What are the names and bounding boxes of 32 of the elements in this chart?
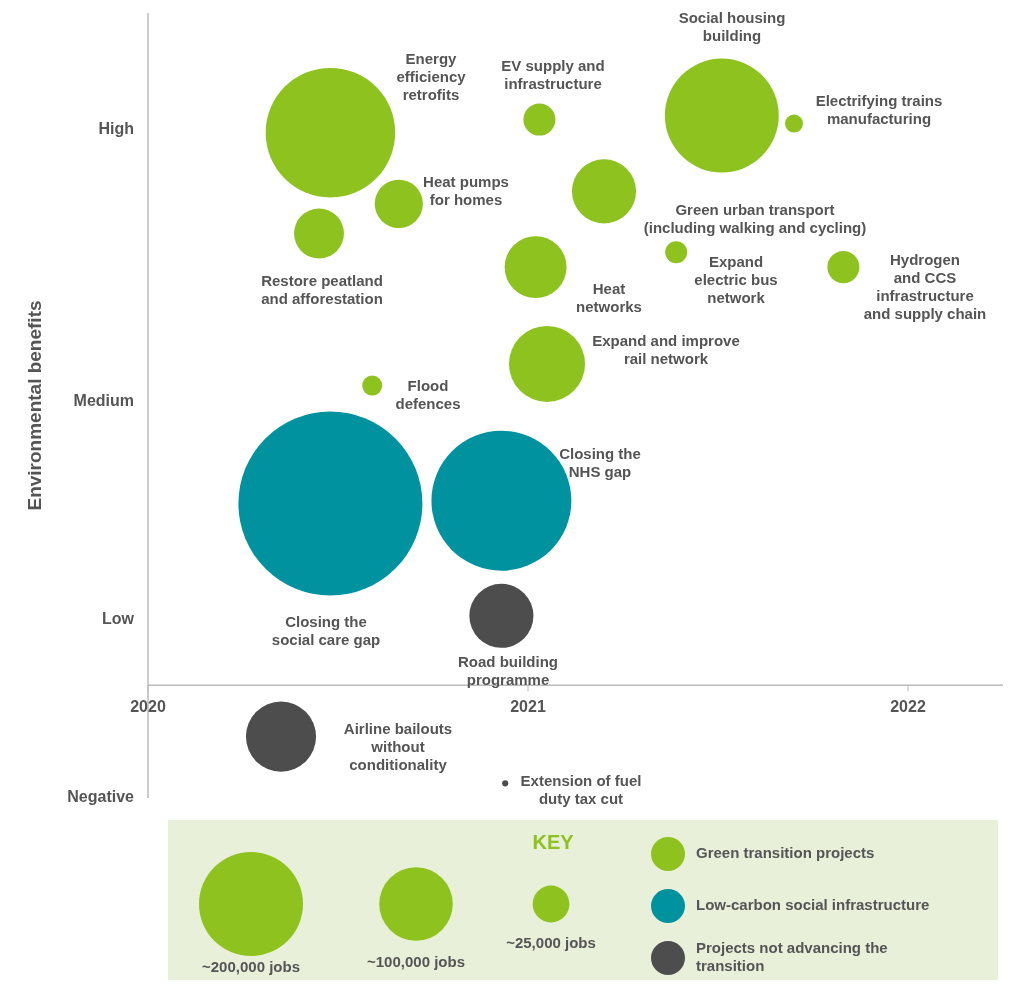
- annotation: Restore peatland and afforestation: [261, 271, 383, 307]
- legend-label: ~100,000 jobs: [367, 952, 465, 970]
- x-tick-label: 2021: [510, 697, 546, 715]
- annotation: Extension of fuel duty tax cut: [520, 771, 642, 807]
- text: Energy efficiency retrofits: [396, 49, 467, 103]
- text: Social housing building: [678, 8, 786, 44]
- legend-label: Projects not advancing the transition: [696, 938, 888, 974]
- text: Negative: [67, 788, 135, 806]
- y-axis-title: Environmental benefits: [24, 300, 46, 511]
- text: High: [98, 120, 134, 138]
- annotation: Flood defences: [395, 376, 461, 412]
- annotation: Closing the social care gap: [271, 612, 381, 648]
- annotation: Expand electric bus network: [694, 252, 778, 306]
- annotation: Heat networks: [576, 279, 642, 315]
- annotation: Green urban transport (including walking and cycling): [643, 200, 867, 236]
- x-tick-label: 2022: [890, 697, 926, 715]
- legend-title: KEY: [532, 831, 575, 854]
- annotation: Closing the NHS gap: [559, 444, 641, 480]
- text: EV supply and infrastructure: [501, 56, 605, 92]
- annotation: Hydrogen and CCS infrastructure and supply chain: [863, 250, 987, 322]
- annotation: Electrifying trains manufacturing: [815, 91, 943, 127]
- legend-label: ~200,000 jobs: [202, 957, 300, 975]
- text: Low: [102, 610, 135, 628]
- annotation: Expand and improve rail network: [592, 331, 740, 367]
- x-tick-label: 2020: [130, 697, 166, 715]
- annotation: Road building programme: [458, 652, 558, 688]
- text: Medium: [73, 392, 134, 410]
- legend-label: Low-carbon social infrastructure: [696, 895, 930, 913]
- annotation: Airline bailouts without conditionality: [343, 719, 453, 773]
- annotation: Heat pumps for homes: [423, 172, 509, 208]
- legend-label: Green transition projects: [696, 843, 875, 861]
- legend-label: ~25,000 jobs: [506, 934, 596, 952]
